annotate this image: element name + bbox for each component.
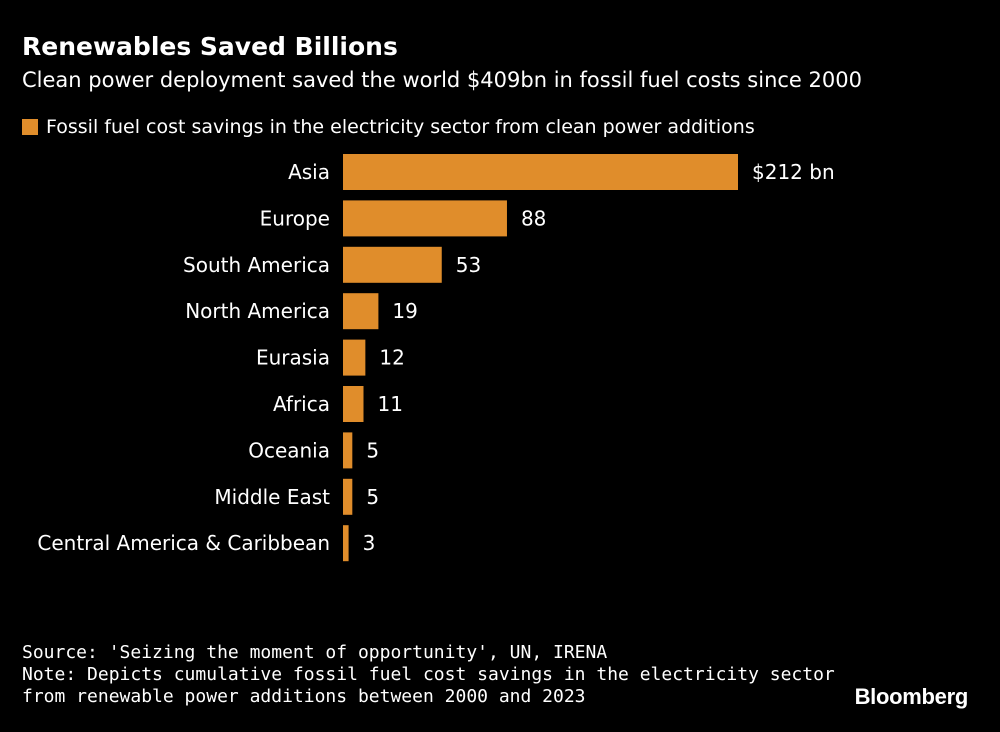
category-label: Asia bbox=[288, 160, 330, 184]
value-label: 12 bbox=[379, 346, 404, 370]
category-label: North America bbox=[185, 299, 330, 323]
category-label: Central America & Caribbean bbox=[37, 531, 330, 555]
bar-central-america-caribbean bbox=[343, 525, 349, 562]
value-label: 5 bbox=[366, 438, 379, 462]
bar-middle-east bbox=[343, 478, 353, 515]
value-label: 5 bbox=[366, 485, 379, 509]
footer: Source: 'Seizing the moment of opportuni… bbox=[22, 642, 835, 708]
category-label: Middle East bbox=[214, 485, 330, 509]
category-label: Africa bbox=[273, 392, 330, 416]
value-label: 3 bbox=[363, 531, 376, 555]
bar-south-america bbox=[343, 246, 442, 283]
value-label: 53 bbox=[456, 253, 481, 277]
source-note: Source: 'Seizing the moment of opportuni… bbox=[22, 642, 608, 663]
legend-label: Fossil fuel cost savings in the electric… bbox=[46, 116, 755, 138]
value-label: 19 bbox=[392, 299, 417, 323]
value-label: 11 bbox=[377, 392, 402, 416]
category-label: Eurasia bbox=[256, 346, 330, 370]
bar-europe bbox=[343, 200, 507, 237]
category-label: South America bbox=[183, 253, 330, 277]
category-label: Oceania bbox=[248, 438, 330, 462]
bar-oceania bbox=[343, 432, 353, 469]
bar-africa bbox=[343, 386, 364, 422]
bar-asia bbox=[343, 154, 738, 190]
bar-north-america bbox=[343, 293, 379, 330]
bloomberg-logo: Bloomberg bbox=[854, 684, 969, 709]
chart-subtitle: Clean power deployment saved the world $… bbox=[22, 68, 862, 92]
value-label: $212 bn bbox=[752, 160, 835, 184]
note-line-2: from renewable power additions between 2… bbox=[22, 686, 586, 707]
bar-eurasia bbox=[343, 339, 366, 376]
legend: Fossil fuel cost savings in the electric… bbox=[22, 116, 755, 138]
legend-swatch bbox=[22, 119, 38, 135]
category-label: Europe bbox=[260, 206, 330, 230]
chart-title: Renewables Saved Billions bbox=[22, 32, 398, 61]
value-label: 88 bbox=[521, 206, 546, 230]
note-line-1: Note: Depicts cumulative fossil fuel cos… bbox=[22, 664, 835, 685]
